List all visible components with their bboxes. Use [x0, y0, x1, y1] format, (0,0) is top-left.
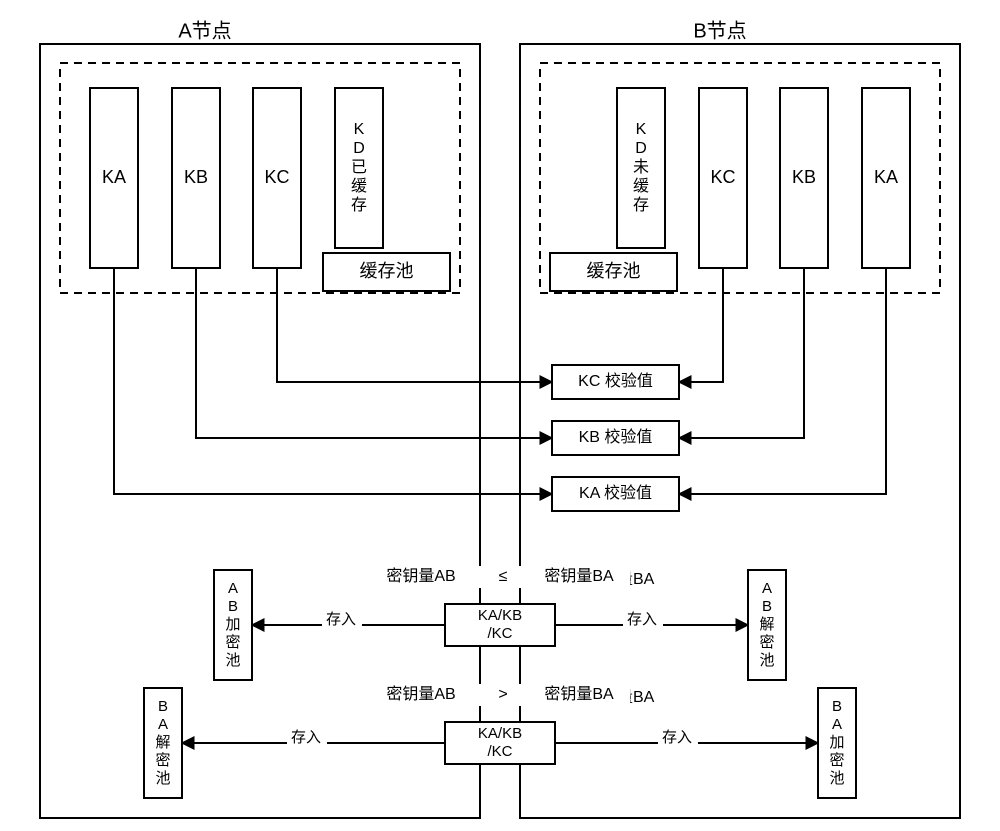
svg-text:密钥量AB: 密钥量AB [386, 567, 455, 585]
svg-text:池: 池 [759, 652, 774, 669]
svg-text:A节点: A节点 [178, 19, 231, 42]
svg-text:>: > [498, 686, 507, 703]
svg-text:B: B [762, 598, 772, 615]
svg-text:D: D [353, 140, 365, 157]
svg-text:A: A [158, 716, 168, 733]
svg-text:存入: 存入 [326, 611, 356, 628]
svg-text:存入: 存入 [662, 729, 692, 746]
svg-text:解: 解 [759, 616, 774, 633]
svg-text:池: 池 [155, 770, 170, 787]
svg-text:池: 池 [225, 652, 240, 669]
svg-text:未: 未 [633, 158, 649, 176]
svg-text:/KC: /KC [487, 625, 512, 642]
svg-text:B: B [832, 698, 842, 715]
svg-text:K: K [354, 121, 365, 138]
svg-text:KC: KC [264, 167, 289, 187]
svg-text:/KC: /KC [487, 743, 512, 760]
svg-text:加: 加 [829, 734, 844, 751]
svg-text:密钥量AB: 密钥量AB [386, 685, 455, 703]
svg-text:KC: KC [710, 167, 735, 187]
svg-text:密: 密 [155, 752, 170, 769]
svg-text:池: 池 [829, 770, 844, 787]
svg-text:密: 密 [225, 634, 240, 651]
svg-text:KC 校验值: KC 校验值 [578, 372, 653, 390]
svg-text:解: 解 [155, 734, 170, 751]
svg-text:密: 密 [759, 634, 774, 651]
svg-text:密钥量BA: 密钥量BA [544, 567, 614, 585]
svg-text:密: 密 [829, 752, 844, 769]
svg-text:存: 存 [633, 196, 649, 214]
svg-text:KB: KB [184, 167, 208, 187]
svg-text:KB 校验值: KB 校验值 [579, 428, 653, 446]
svg-text:存入: 存入 [291, 729, 321, 746]
svg-text:A: A [762, 580, 772, 597]
svg-text:密钥量BA: 密钥量BA [544, 685, 614, 703]
svg-text:KA: KA [102, 167, 126, 187]
svg-text:缓存池: 缓存池 [360, 261, 414, 281]
svg-text:B: B [228, 598, 238, 615]
svg-text:加: 加 [225, 616, 240, 633]
svg-text:A: A [832, 716, 842, 733]
svg-text:KA/KB: KA/KB [478, 607, 522, 624]
svg-text:KB: KB [792, 167, 816, 187]
svg-text:存入: 存入 [627, 611, 657, 628]
svg-text:缓: 缓 [633, 177, 649, 195]
svg-text:A: A [228, 580, 238, 597]
svg-text:已: 已 [351, 159, 367, 176]
svg-text:K: K [636, 121, 647, 138]
svg-text:缓存池: 缓存池 [587, 261, 641, 281]
svg-text:KA: KA [874, 167, 898, 187]
svg-text:存: 存 [351, 196, 367, 214]
svg-text:KA/KB: KA/KB [478, 725, 522, 742]
svg-text:B节点: B节点 [693, 19, 746, 42]
svg-text:≤: ≤ [499, 568, 508, 585]
svg-text:D: D [635, 140, 647, 157]
svg-text:KA 校验值: KA 校验值 [579, 484, 652, 502]
svg-text:B: B [158, 698, 168, 715]
svg-text:缓: 缓 [351, 177, 367, 195]
